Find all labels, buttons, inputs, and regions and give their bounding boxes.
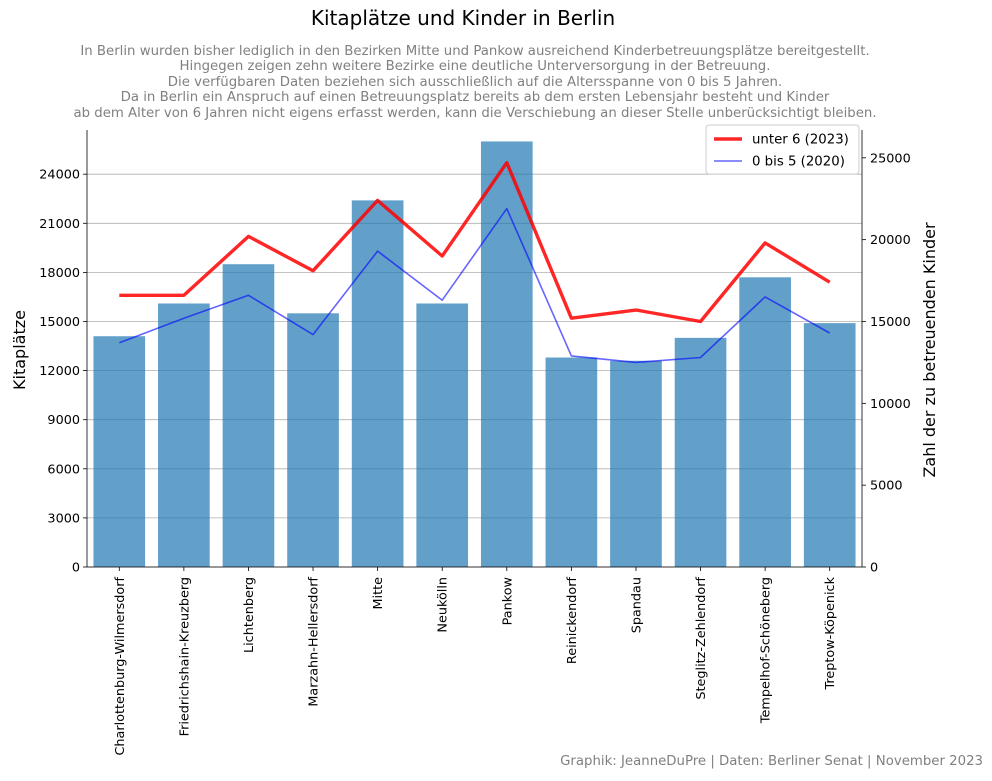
x-tick-label: Friedrichshain-Kreuzberg	[177, 577, 192, 736]
bar-series	[93, 141, 856, 568]
x-tick-label: Tempelhof-Schöneberg	[759, 577, 774, 724]
x-tick-label: Mitte	[371, 577, 386, 610]
bar	[610, 360, 662, 567]
y-tick-label-left: 21000	[39, 217, 80, 232]
legend: unter 6 (2023) 0 bis 5 (2020)	[705, 124, 860, 175]
bar	[739, 277, 791, 567]
subtitle-line: Hingegen zeigen zehn weitere Bezirke ein…	[179, 59, 771, 75]
bar	[674, 337, 727, 567]
bar	[158, 303, 210, 567]
axes	[83, 130, 866, 571]
y-tick-label-left: 24000	[39, 168, 80, 183]
series-line	[119, 160, 831, 324]
bar	[93, 336, 146, 567]
x-tick-label: Charlottenburg-Wilmersdorf	[113, 577, 128, 756]
bar	[803, 323, 856, 567]
subtitle-line: ab dem Alter von 6 Jahren nicht eigens e…	[73, 105, 877, 121]
series-line	[119, 207, 831, 364]
bar	[351, 200, 404, 567]
y-tick-label-left: 6000	[47, 462, 80, 477]
y-tick-label-left: 3000	[47, 511, 80, 526]
y-axis-label-right: Zahl der zu betreuenden Kinder	[920, 222, 939, 478]
bar	[480, 141, 533, 568]
y-tick-label-right: 25000	[870, 151, 911, 166]
x-tick-label: Pankow	[500, 577, 515, 625]
bar	[287, 313, 339, 567]
legend-label: unter 6 (2023)	[752, 133, 849, 148]
line-series	[119, 160, 831, 364]
chart-title: Kitaplätze und Kinder in Berlin	[310, 6, 616, 30]
bar	[416, 303, 469, 567]
y-tick-label-left: 12000	[39, 364, 80, 379]
y-tick-label-left: 15000	[39, 315, 80, 330]
chart-footer: Graphik: JeanneDuPre | Daten: Berliner S…	[560, 754, 983, 769]
y-tick-label-right: 15000	[870, 315, 911, 330]
x-tick-label: Lichtenberg	[242, 577, 257, 653]
bar	[222, 264, 275, 567]
x-tick-label: Marzahn-Hellersdorf	[307, 577, 322, 707]
x-tick-label: Treptow-Köpenick	[823, 576, 838, 690]
x-tick-label: Neukölln	[436, 577, 451, 633]
legend-label: 0 bis 5 (2020)	[752, 155, 845, 170]
subtitle-line: Die verfügbaren Daten beziehen sich auss…	[167, 74, 783, 90]
y-tick-label-left: 9000	[47, 413, 80, 428]
y-tick-label-left: 0	[72, 561, 80, 576]
bar	[545, 357, 598, 567]
x-tick-label: Steglitz-Zehlendorf	[694, 577, 709, 700]
y-axis-label-left: Kitaplätze	[10, 310, 29, 390]
subtitle-line: Da in Berlin ein Anspruch auf einen Betr…	[120, 90, 830, 106]
tick-labels: 0 3000 6000 9000 12000 15000 18000 21000 24000 0 5…	[39, 151, 910, 755]
y-tick-label-right: 0	[870, 561, 878, 576]
x-tick-label: Reinickendorf	[565, 577, 580, 665]
y-tick-label-left: 18000	[39, 266, 80, 281]
x-tick-label: Spandau	[630, 577, 645, 633]
chart-subtitle: In Berlin wurden bisher lediglich in den…	[0, 44, 950, 121]
y-tick-label-right: 20000	[870, 233, 911, 248]
subtitle-line: In Berlin wurden bisher lediglich in den…	[80, 44, 870, 59]
y-tick-label-right: 10000	[870, 397, 911, 412]
legend-box	[705, 124, 860, 175]
y-tick-label-right: 5000	[870, 479, 903, 494]
